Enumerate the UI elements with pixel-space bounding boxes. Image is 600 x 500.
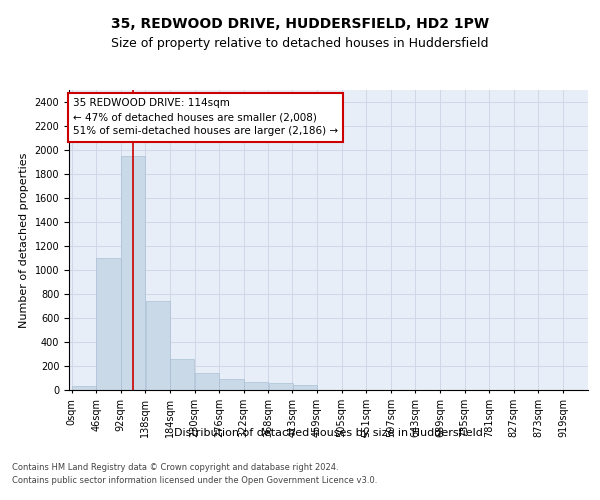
Bar <box>293 385 317 390</box>
Text: 35, REDWOOD DRIVE, HUDDERSFIELD, HD2 1PW: 35, REDWOOD DRIVE, HUDDERSFIELD, HD2 1PW <box>111 18 489 32</box>
Bar <box>269 384 293 390</box>
Bar <box>244 382 268 390</box>
Text: Size of property relative to detached houses in Huddersfield: Size of property relative to detached ho… <box>111 38 489 51</box>
Text: Distribution of detached houses by size in Huddersfield: Distribution of detached houses by size … <box>175 428 483 438</box>
Bar <box>170 359 194 390</box>
Bar <box>72 386 96 390</box>
Bar <box>97 258 121 390</box>
Bar <box>146 301 170 390</box>
Bar <box>121 156 145 390</box>
Y-axis label: Number of detached properties: Number of detached properties <box>19 152 29 328</box>
Text: Contains HM Land Registry data © Crown copyright and database right 2024.: Contains HM Land Registry data © Crown c… <box>12 462 338 471</box>
Bar <box>220 378 244 390</box>
Text: 35 REDWOOD DRIVE: 114sqm
← 47% of detached houses are smaller (2,008)
51% of sem: 35 REDWOOD DRIVE: 114sqm ← 47% of detach… <box>73 98 338 136</box>
Text: Contains public sector information licensed under the Open Government Licence v3: Contains public sector information licen… <box>12 476 377 485</box>
Bar <box>195 372 219 390</box>
